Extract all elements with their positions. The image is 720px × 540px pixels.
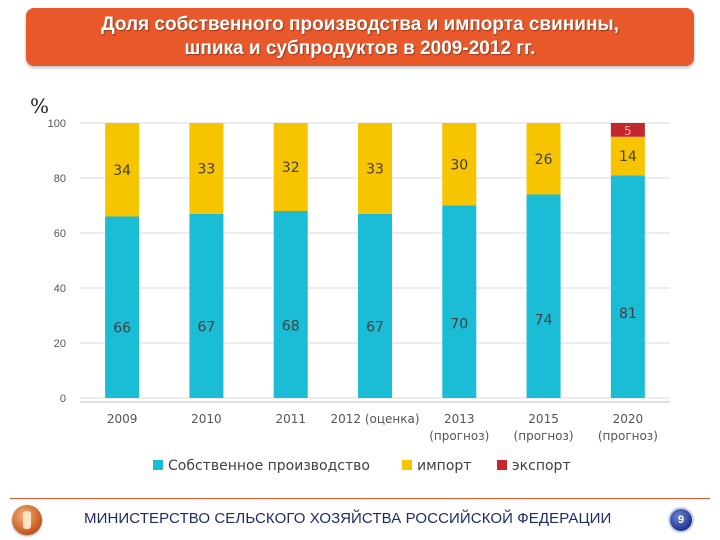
stacked-bar-chart: 0 20 40 60 80 100 66 34 2009 67 33 2010 68 32 2011 67 33… [48, 118, 670, 474]
x-tick-sublabel: (прогноз) [429, 429, 489, 443]
slide-title: Доля собственного производства и импорта… [101, 14, 619, 59]
x-tick-sublabel: (прогноз) [598, 429, 658, 443]
y-tick-label: 80 [54, 173, 66, 185]
y-tick-label: 20 [54, 338, 66, 350]
data-label: 32 [282, 160, 300, 176]
footer-divider [10, 498, 710, 499]
x-tick-label: 2010 [191, 412, 222, 426]
bar-segment [358, 213, 392, 398]
data-label: 67 [198, 320, 216, 336]
y-tick-label: 100 [48, 118, 66, 130]
bar-segment [526, 123, 561, 195]
x-tick-label: 2015 [528, 412, 559, 426]
data-label: 5 [624, 124, 632, 138]
x-tick-label: 2012 (оценка) [330, 412, 419, 426]
data-label: 30 [450, 157, 468, 173]
data-label: 74 [535, 313, 553, 329]
legend-swatch [497, 460, 507, 470]
bar-segment [442, 205, 477, 398]
legend-label: экспорт [512, 458, 571, 474]
bar-segment [105, 123, 140, 217]
ministry-logo-icon [12, 505, 42, 535]
legend-swatch [402, 460, 412, 470]
y-tick-label: 0 [60, 393, 66, 405]
bar-segment [610, 175, 645, 398]
data-label: 70 [450, 317, 468, 333]
legend-label: Собственное производство [168, 458, 370, 474]
x-tick-label: 2013 [444, 412, 475, 426]
bar-segment [189, 123, 224, 214]
legend-label: импорт [417, 458, 471, 474]
x-tick-label: 2011 [275, 412, 306, 426]
bar-segment [105, 216, 140, 398]
data-label: 33 [366, 161, 384, 177]
x-tick-sublabel: (прогноз) [514, 429, 574, 443]
bar-segment [610, 136, 645, 176]
bar-segment [189, 213, 224, 398]
bar-segment [273, 211, 308, 398]
data-label: 34 [113, 163, 131, 179]
bar-segment [273, 123, 308, 211]
data-label: 66 [113, 321, 131, 337]
data-label: 67 [366, 320, 384, 336]
y-unit-label: % [30, 94, 50, 118]
data-label: 33 [198, 161, 216, 177]
y-tick-label: 40 [54, 283, 66, 295]
bar-segment [610, 123, 645, 137]
bar-segment [442, 123, 477, 206]
bar-segment [526, 194, 561, 398]
footer-text: МИНИСТЕРСТВО СЕЛЬСКОГО ХОЗЯЙСТВА РОССИЙС… [84, 510, 612, 527]
data-label: 26 [535, 152, 553, 168]
legend-swatch [153, 460, 163, 470]
x-tick-label: 2009 [107, 412, 138, 426]
bar-segment [358, 123, 392, 214]
data-label: 81 [619, 306, 637, 322]
x-tick-label: 2020 [613, 412, 644, 426]
data-label: 68 [282, 319, 300, 335]
y-tick-label: 60 [54, 228, 66, 240]
page-number-badge: 9 [668, 507, 694, 533]
data-label: 14 [619, 149, 637, 165]
title-banner: Доля собственного производства и импорта… [26, 8, 694, 66]
